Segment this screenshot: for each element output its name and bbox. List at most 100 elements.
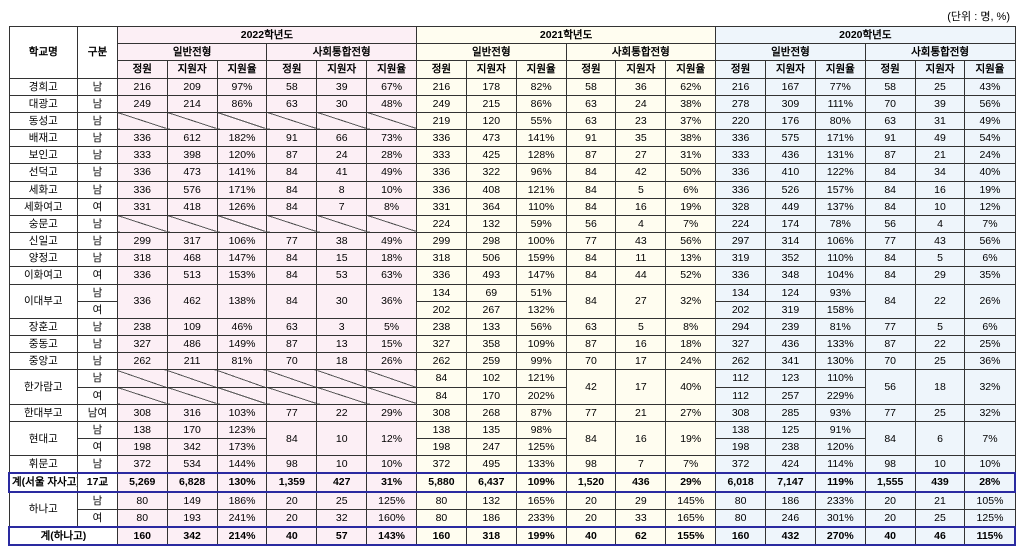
table-cell: 336 <box>417 181 467 198</box>
col-sub: 지원자 <box>616 61 666 78</box>
table-cell: 124 <box>766 284 816 301</box>
col-type: 일반전형 <box>417 44 567 61</box>
table-cell: 319 <box>766 301 816 318</box>
table-cell: 50% <box>666 164 716 181</box>
table-cell: 100% <box>516 233 566 250</box>
table-cell: 106% <box>217 233 267 250</box>
table-cell: 77 <box>267 233 317 250</box>
table-cell: 40% <box>666 370 716 404</box>
table-cell: 25 <box>915 78 965 95</box>
table-cell: 121% <box>516 370 566 387</box>
school-name: 이대부고 <box>9 284 78 318</box>
gubun-cell: 남 <box>78 95 118 112</box>
table-cell: 25 <box>317 492 367 510</box>
table-cell: 318 <box>117 250 167 267</box>
table-cell: 122% <box>815 164 865 181</box>
table-cell: 322 <box>466 164 516 181</box>
table-cell: 141% <box>516 130 566 147</box>
table-cell: 98 <box>566 456 616 474</box>
table-cell: 174 <box>766 215 816 232</box>
table-cell: 109% <box>516 473 566 491</box>
table-cell: 178 <box>466 78 516 95</box>
school-name: 양정고 <box>9 250 78 267</box>
table-cell: 246 <box>766 509 816 527</box>
table-cell: 493 <box>466 267 516 284</box>
table-cell: 130% <box>815 353 865 370</box>
table-cell: 32 <box>317 509 367 527</box>
table-cell: 123% <box>217 421 267 438</box>
table-cell: 25 <box>915 509 965 527</box>
table-cell <box>167 387 217 404</box>
table-cell: 84 <box>267 198 317 215</box>
table-cell: 110% <box>815 370 865 387</box>
table-cell: 63 <box>267 95 317 112</box>
school-name: 하나고 <box>9 492 78 527</box>
school-name: 배재고 <box>9 130 78 147</box>
table-cell: 513 <box>167 267 217 284</box>
col-sub: 지원율 <box>367 61 417 78</box>
table-cell: 5% <box>367 318 417 335</box>
table-cell: 59% <box>516 215 566 232</box>
school-name: 이화여고 <box>9 267 78 284</box>
table-cell: 46% <box>217 318 267 335</box>
gubun-cell: 남 <box>78 336 118 353</box>
table-cell: 327 <box>716 336 766 353</box>
table-cell: 77 <box>267 404 317 421</box>
table-cell: 27 <box>616 284 666 318</box>
table-cell: 84 <box>566 267 616 284</box>
col-year: 2022학년도 <box>117 27 416 44</box>
table-cell: 12% <box>367 421 417 455</box>
table-cell <box>367 112 417 129</box>
table-cell: 15% <box>367 336 417 353</box>
table-cell: 424 <box>766 456 816 474</box>
table-cell: 199% <box>516 527 566 545</box>
table-cell: 202 <box>716 301 766 318</box>
table-cell: 7,147 <box>766 473 816 491</box>
table-cell: 78% <box>815 215 865 232</box>
table-cell: 84 <box>865 198 915 215</box>
table-cell: 336 <box>117 181 167 198</box>
table-cell: 173% <box>217 439 267 456</box>
table-cell: 112 <box>716 370 766 387</box>
table-cell: 84 <box>566 181 616 198</box>
table-cell: 298 <box>466 233 516 250</box>
table-cell: 262 <box>117 353 167 370</box>
table-cell: 238 <box>417 318 467 335</box>
table-cell: 4 <box>915 215 965 232</box>
table-cell: 418 <box>167 198 217 215</box>
col-sub: 정원 <box>865 61 915 78</box>
gubun-cell: 여 <box>78 387 118 404</box>
subtotal-label: 계(서울 자사고) <box>9 473 78 491</box>
table-cell: 576 <box>167 181 217 198</box>
table-cell: 10% <box>367 181 417 198</box>
table-cell: 63 <box>566 112 616 129</box>
table-cell <box>217 112 267 129</box>
table-cell <box>117 215 167 232</box>
school-name: 세화고 <box>9 181 78 198</box>
table-cell: 21 <box>616 404 666 421</box>
table-cell: 55% <box>516 112 566 129</box>
table-cell: 66 <box>317 130 367 147</box>
table-cell: 219 <box>417 112 467 129</box>
table-cell: 87 <box>865 147 915 164</box>
table-cell: 58 <box>267 78 317 95</box>
table-cell: 63% <box>367 267 417 284</box>
table-cell: 249 <box>417 95 467 112</box>
table-cell: 449 <box>766 198 816 215</box>
table-cell: 18 <box>317 353 367 370</box>
table-cell: 106% <box>815 233 865 250</box>
table-cell: 171% <box>217 181 267 198</box>
table-cell: 19% <box>666 198 716 215</box>
school-name: 숭문고 <box>9 215 78 232</box>
table-cell: 63 <box>267 318 317 335</box>
table-cell: 336 <box>716 164 766 181</box>
table-cell: 97% <box>217 78 267 95</box>
table-cell: 40 <box>865 527 915 545</box>
table-cell: 167 <box>766 78 816 95</box>
table-cell: 29% <box>367 404 417 421</box>
table-cell: 84 <box>566 284 616 318</box>
table-cell: 149 <box>167 492 217 510</box>
table-cell: 87 <box>267 147 317 164</box>
table-cell: 5 <box>616 181 666 198</box>
table-cell: 22 <box>915 284 965 318</box>
